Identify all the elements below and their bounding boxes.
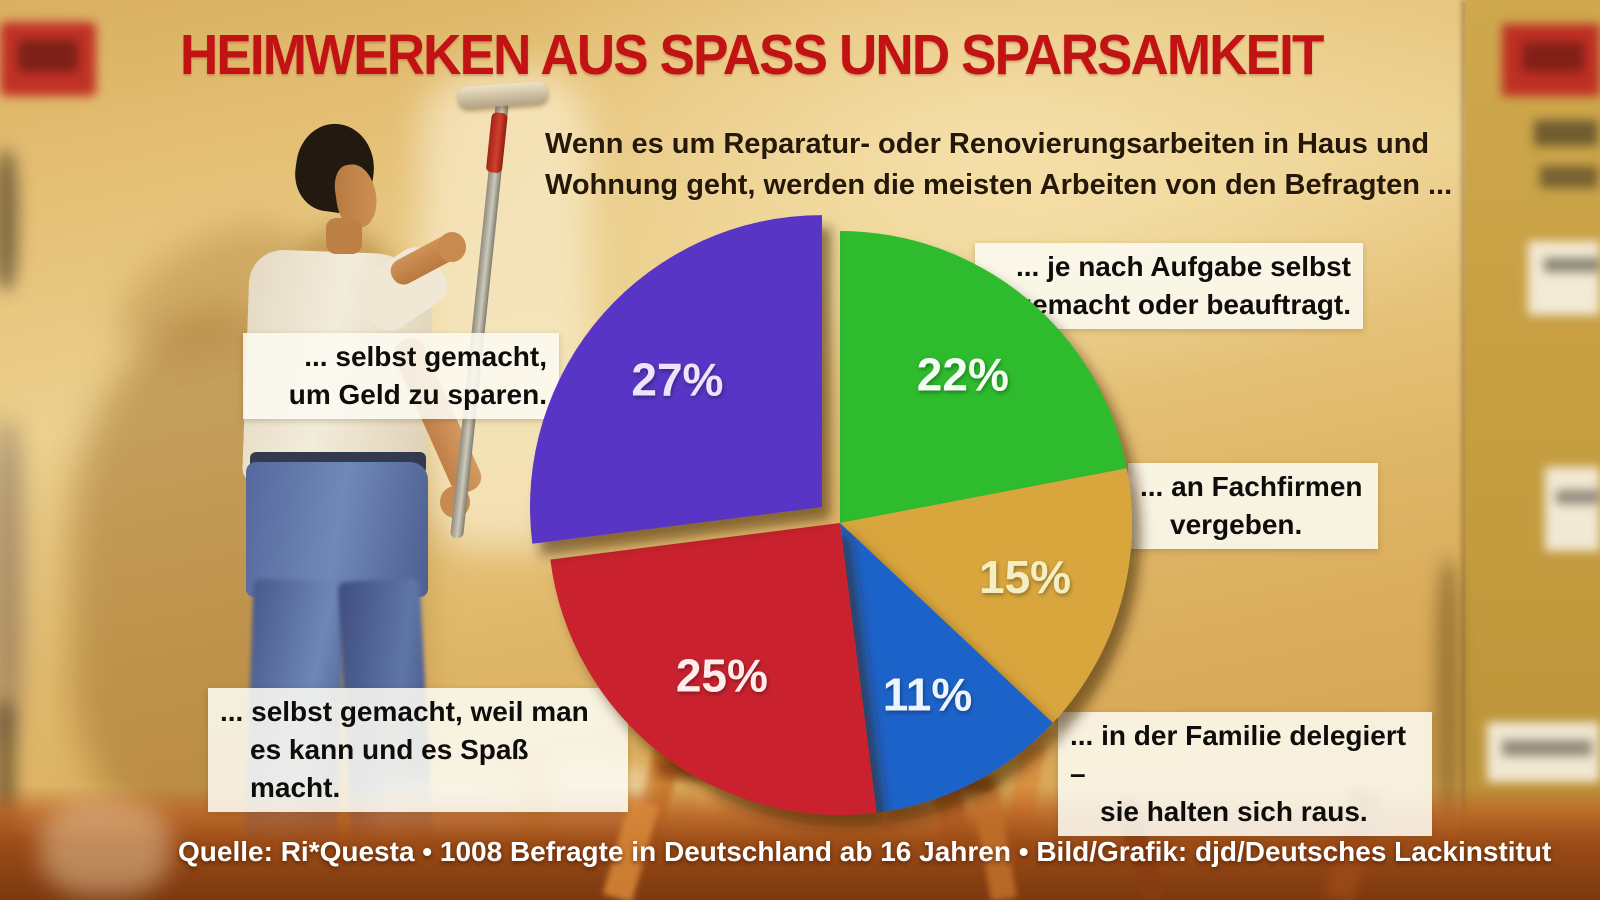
pie-value-label-spass: 25% — [676, 649, 768, 701]
callout-red-line-2: es kann und es Spaß macht. — [250, 734, 529, 803]
callout-green-line-1: ... je nach Aufgabe selbst — [1015, 251, 1351, 282]
pie-slice-fachfirmen — [840, 468, 1132, 723]
painter-jeans-hips — [246, 462, 428, 597]
right-dark-mark-2 — [1540, 166, 1598, 188]
pie-slice-geld-sparen — [529, 215, 822, 544]
pie-slice-familie — [840, 523, 1053, 813]
callout-gold-slice: ... an Fachfirmen vergeben. — [1128, 463, 1378, 549]
left-edge-dark-1 — [0, 150, 18, 290]
painter-hand-upper — [438, 232, 466, 262]
callout-purple-line-2: um Geld zu sparen. — [288, 379, 547, 410]
subtitle-line-1: Wenn es um Reparatur- oder Renovierungsa… — [545, 128, 1430, 160]
right-white-box-2-text — [1556, 490, 1600, 504]
callout-purple-line-1: ... selbst gemacht, — [304, 341, 547, 372]
callout-red-line-1: ... selbst gemacht, weil man — [220, 696, 589, 727]
callout-green-line-2: gemacht oder beauftragt. — [1014, 289, 1351, 320]
top-left-red-letters — [18, 40, 78, 72]
pie-slices-group: 22% 15% 11% 25% 27% — [529, 215, 1132, 815]
callout-blue-line-1: ... in der Familie delegiert – — [1070, 720, 1407, 789]
pie-value-label-familie: 11% — [883, 669, 973, 721]
right-white-box-3-text — [1502, 740, 1592, 756]
callout-red-slice: ... selbst gemacht, weil man es kann und… — [208, 688, 628, 812]
right-dark-mark-1 — [1534, 120, 1598, 146]
pie-slice-spass — [550, 523, 877, 815]
band-light-blob — [40, 800, 170, 895]
source-credit: Quelle: Ri*Questa • 1008 Befragte in Deu… — [178, 836, 1552, 867]
wall-dark-streak — [1436, 560, 1460, 830]
callout-blue-slice: ... in der Familie delegiert – sie halte… — [1058, 712, 1432, 836]
right-seam-line — [1461, 0, 1467, 900]
subtitle-line-2: Wohnung geht, werden die meisten Arbeite… — [545, 169, 1453, 201]
pie-value-label-je-nach-aufgabe: 22% — [917, 349, 1009, 401]
page-title: HEIMWERKEN AUS SPASS UND SPARSAMKEIT — [180, 23, 1324, 87]
pie-slice-je-nach-aufgabe — [840, 231, 1127, 523]
callout-green-slice: ... je nach Aufgabe selbst gemacht oder … — [975, 243, 1363, 329]
painter-neck — [326, 218, 362, 254]
pie-value-label-fachfirmen: 15% — [979, 551, 1071, 603]
right-white-box-1-text — [1544, 258, 1600, 272]
right-white-box-2 — [1545, 467, 1600, 551]
callout-gold-line-2: vergeben. — [1170, 509, 1303, 540]
callout-blue-line-2: sie halten sich raus. — [1100, 796, 1368, 827]
right-red-letters — [1522, 42, 1584, 72]
chart-subtitle: Wenn es um Reparatur- oder Renovierungsa… — [545, 124, 1452, 206]
left-edge-dark-2 — [0, 420, 22, 740]
callout-purple-slice: ... selbst gemacht, um Geld zu sparen. — [243, 333, 559, 419]
callout-gold-line-1: ... an Fachfirmen — [1140, 471, 1363, 502]
pie-value-label-geld-sparen: 27% — [631, 354, 723, 406]
right-white-box-1 — [1528, 241, 1600, 315]
